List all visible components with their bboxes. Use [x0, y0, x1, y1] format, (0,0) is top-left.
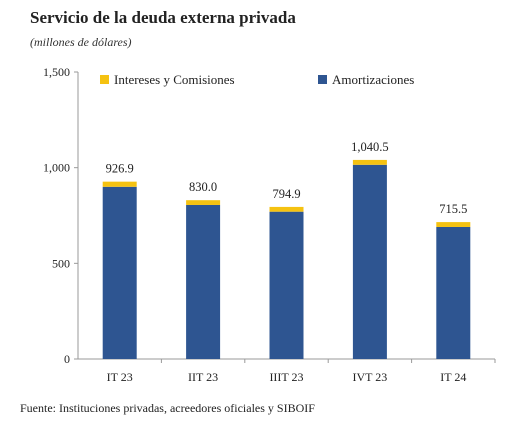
y-tick-label: 1,500: [43, 65, 70, 79]
chart-subtitle: (millones de dólares): [30, 35, 132, 49]
x-tick-label: IIIT 23: [269, 370, 303, 384]
x-tick-label: IT 23: [107, 370, 133, 384]
bar-intereses: [352, 159, 387, 165]
y-tick-label: 0: [64, 352, 70, 366]
y-tick-label: 1,000: [43, 161, 70, 175]
bar-amortizaciones: [186, 204, 221, 359]
bar-amortizaciones: [436, 226, 471, 359]
source-note: Fuente: Instituciones privadas, acreedor…: [20, 401, 315, 415]
bar-amortizaciones: [102, 186, 137, 359]
bar-intereses: [186, 200, 221, 205]
data-label-total: 1,040.5: [351, 140, 389, 154]
x-tick-label: IVT 23: [353, 370, 388, 384]
x-tick-label: IT 24: [440, 370, 466, 384]
legend-swatch: [100, 75, 109, 84]
legend-label: Amortizaciones: [332, 72, 414, 87]
y-tick-label: 500: [52, 256, 70, 270]
legend-swatch: [318, 75, 327, 84]
legend-label: Intereses y Comisiones: [114, 72, 235, 87]
x-tick-label: IIT 23: [188, 370, 218, 384]
data-label-total: 926.9: [106, 162, 134, 176]
bar-intereses: [436, 222, 471, 227]
bar-amortizaciones: [352, 164, 387, 359]
data-label-total: 830.0: [189, 180, 217, 194]
bar-intereses: [269, 206, 304, 212]
data-label-total: 794.9: [272, 187, 300, 201]
chart-title: Servicio de la deuda externa privada: [30, 8, 296, 27]
data-label-total: 715.5: [439, 202, 467, 216]
bar-amortizaciones: [269, 211, 304, 359]
bar-intereses: [102, 181, 137, 187]
